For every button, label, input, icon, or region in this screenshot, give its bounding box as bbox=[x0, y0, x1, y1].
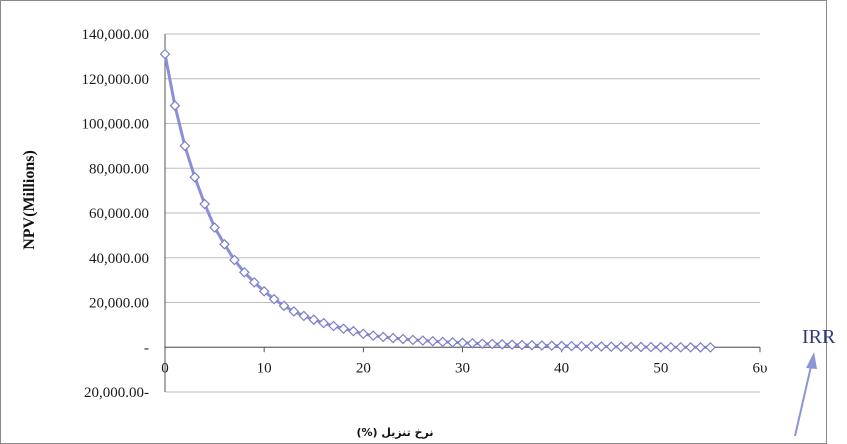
data-point bbox=[288, 306, 300, 317]
data-point bbox=[586, 341, 597, 352]
x-tick-label: 0 bbox=[161, 360, 169, 376]
data-point bbox=[328, 320, 339, 332]
data-point bbox=[219, 238, 230, 250]
data-point bbox=[338, 323, 349, 335]
x-tick-label: 10 bbox=[257, 360, 272, 376]
x-tick-labels: 0 10 20 30 40 50 6υ bbox=[161, 347, 767, 376]
data-point bbox=[476, 338, 488, 350]
data-point bbox=[695, 341, 706, 353]
y-tick-label: 80,000.00 bbox=[89, 161, 149, 177]
data-point bbox=[655, 341, 667, 353]
y-tick-label: 40,000.00 bbox=[89, 251, 149, 267]
data-point bbox=[278, 300, 290, 312]
data-point bbox=[258, 285, 270, 297]
data-point bbox=[427, 335, 439, 347]
data-point bbox=[159, 48, 171, 60]
y-tick-label: 60,000.00 bbox=[89, 206, 149, 222]
data-point bbox=[229, 254, 240, 266]
data-point bbox=[576, 340, 587, 352]
data-point bbox=[397, 333, 409, 345]
data-point bbox=[179, 140, 191, 152]
x-axis-label: نرخ تنزیل (%) bbox=[356, 426, 433, 439]
data-point bbox=[199, 198, 211, 210]
data-point bbox=[189, 171, 201, 183]
x-tick-label: 40 bbox=[554, 360, 569, 376]
irr-label: IRR bbox=[802, 326, 836, 348]
x-tick-label: 30 bbox=[455, 360, 470, 376]
y-tick-label: 100,000.00 bbox=[82, 117, 150, 133]
data-point bbox=[556, 340, 568, 352]
data-point bbox=[595, 341, 607, 352]
y-tick-label: 20,000.00- bbox=[84, 385, 149, 401]
y-axis-label: NPV(Millions) bbox=[21, 150, 38, 250]
data-point bbox=[625, 341, 637, 353]
data-point bbox=[536, 340, 548, 351]
data-point bbox=[645, 341, 657, 353]
data-point bbox=[566, 340, 577, 352]
data-point bbox=[486, 338, 498, 350]
data-point bbox=[526, 339, 538, 351]
irr-arrow bbox=[794, 361, 813, 437]
data-point bbox=[357, 328, 369, 340]
data-point bbox=[605, 341, 617, 353]
data-point bbox=[209, 222, 220, 233]
y-tick-labels: 140,000.00 120,000.00 100,000.00 80,000.00 6… bbox=[82, 27, 150, 401]
data-point bbox=[665, 341, 677, 353]
data-point bbox=[496, 338, 508, 350]
data-point bbox=[238, 266, 250, 278]
data-point bbox=[546, 340, 558, 352]
data-point bbox=[675, 341, 687, 353]
gridlines bbox=[165, 33, 760, 393]
data-point bbox=[377, 331, 389, 343]
data-point bbox=[298, 310, 310, 322]
data-point bbox=[318, 317, 330, 329]
irr-arrowhead bbox=[806, 352, 817, 369]
data-point bbox=[407, 334, 419, 346]
data-point bbox=[268, 293, 280, 305]
data-point bbox=[367, 330, 379, 341]
chart-frame bbox=[0, 0, 827, 444]
data-point bbox=[635, 341, 647, 353]
data-point bbox=[437, 336, 449, 348]
data-point bbox=[615, 341, 627, 353]
data-point bbox=[348, 325, 359, 337]
y-tick-label: - bbox=[144, 340, 149, 356]
data-point bbox=[467, 337, 478, 349]
data-point bbox=[248, 277, 260, 288]
data-point bbox=[516, 339, 528, 351]
data-point bbox=[308, 314, 320, 326]
data-point bbox=[705, 342, 716, 353]
data-point bbox=[169, 100, 181, 111]
data-point bbox=[506, 339, 518, 351]
y-tick-label: 120,000.00 bbox=[82, 72, 150, 88]
data-point bbox=[387, 332, 399, 344]
x-tick-label: 6υ bbox=[753, 360, 768, 376]
y-tick-label: 140,000.00 bbox=[82, 27, 150, 43]
data-point bbox=[447, 336, 458, 348]
x-tick-label: 50 bbox=[653, 360, 668, 376]
x-tick-label: 20 bbox=[356, 360, 371, 376]
data-point bbox=[685, 341, 696, 353]
data-point bbox=[457, 337, 468, 349]
data-point bbox=[417, 335, 429, 346]
series-markers bbox=[159, 48, 716, 353]
y-tick-label: 20,000.00 bbox=[89, 296, 149, 312]
